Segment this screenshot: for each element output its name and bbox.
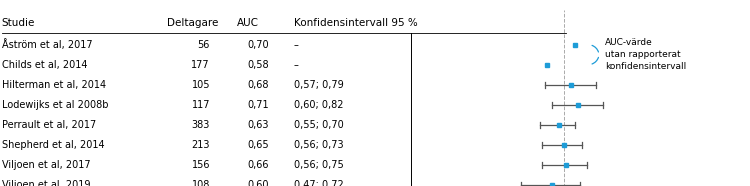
Text: Hilterman et al, 2014: Hilterman et al, 2014 xyxy=(2,80,106,90)
Text: AUC: AUC xyxy=(237,18,259,28)
Text: Deltagare: Deltagare xyxy=(166,18,218,28)
Text: 0,57; 0,79: 0,57; 0,79 xyxy=(294,80,344,90)
Text: 0,63: 0,63 xyxy=(247,120,268,130)
Text: 0,60: 0,60 xyxy=(247,180,268,186)
Text: Shepherd et al, 2014: Shepherd et al, 2014 xyxy=(2,140,104,150)
Text: 177: 177 xyxy=(191,60,210,70)
Text: 105: 105 xyxy=(191,80,210,90)
Text: 213: 213 xyxy=(191,140,210,150)
Text: –: – xyxy=(294,60,298,70)
Text: 0,70: 0,70 xyxy=(247,40,268,50)
Text: 117: 117 xyxy=(191,100,210,110)
Text: Childs et al, 2014: Childs et al, 2014 xyxy=(2,60,87,70)
Text: 0,58: 0,58 xyxy=(247,60,268,70)
Text: 108: 108 xyxy=(192,180,210,186)
Text: 0,55; 0,70: 0,55; 0,70 xyxy=(294,120,344,130)
Text: Viljoen et al, 2019: Viljoen et al, 2019 xyxy=(2,180,90,186)
Text: 0,56; 0,75: 0,56; 0,75 xyxy=(294,160,344,170)
Text: Konfidensintervall 95 %: Konfidensintervall 95 % xyxy=(294,18,418,28)
Text: AUC-värde
utan rapporterat
konfidensintervall: AUC-värde utan rapporterat konfidensinte… xyxy=(605,38,686,71)
Text: 0,56; 0,73: 0,56; 0,73 xyxy=(294,140,344,150)
Text: –: – xyxy=(294,40,298,50)
Text: Perrault et al, 2017: Perrault et al, 2017 xyxy=(2,120,96,130)
Text: 0,71: 0,71 xyxy=(247,100,268,110)
Text: Viljoen et al, 2017: Viljoen et al, 2017 xyxy=(2,160,90,170)
Text: 0,66: 0,66 xyxy=(247,160,268,170)
Text: Studie: Studie xyxy=(2,18,34,28)
Text: Åström et al, 2017: Åström et al, 2017 xyxy=(2,39,92,50)
Text: 383: 383 xyxy=(192,120,210,130)
Text: 0,68: 0,68 xyxy=(247,80,268,90)
Text: 156: 156 xyxy=(191,160,210,170)
Text: 0,60; 0,82: 0,60; 0,82 xyxy=(294,100,344,110)
Text: 0,47; 0,72: 0,47; 0,72 xyxy=(294,180,344,186)
Text: 56: 56 xyxy=(198,40,210,50)
Text: Lodewijks et al 2008b: Lodewijks et al 2008b xyxy=(2,100,108,110)
Text: 0,65: 0,65 xyxy=(247,140,268,150)
